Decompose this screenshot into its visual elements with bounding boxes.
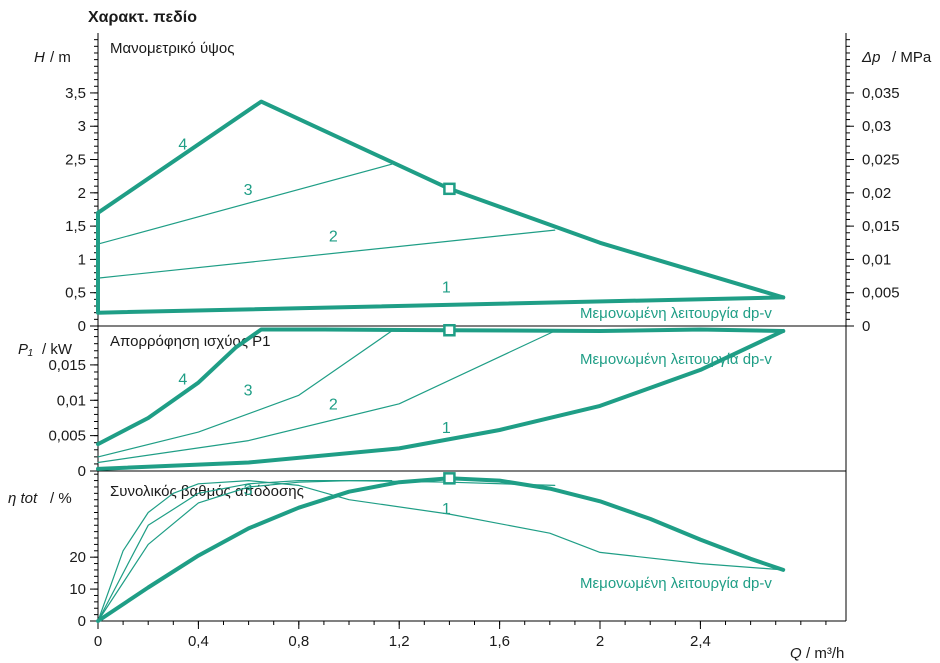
power-panel: Απορρόφηση ισχύος P1 P₁ / kW Μεμονωμένη … [18,333,772,368]
y-tick-label: 1,5 [65,218,86,235]
y2-tick-label: 0,035 [862,85,900,102]
y-tick-label: 10 [69,581,86,598]
efficiency-panel: Συνολικός βαθμός απόδοσης η tot / % Μεμο… [8,483,772,592]
y2-tick-label: 0,025 [862,152,900,169]
y-tick-label: 0,01 [57,392,86,409]
y-tick-label: 0 [78,318,86,335]
y2-tick-label: 0,005 [862,285,900,302]
efficiency-axis-symbol: η tot [8,490,38,507]
pressure-axis-unit: / MPa [892,49,932,66]
y-tick-label: 1 [78,251,86,268]
series-line-2 [97,229,556,279]
series-label: 3 [244,182,253,199]
efficiency-mode-label: Μεμονωμένη λειτουργία dp-v [580,575,772,592]
series-label: 3 [244,382,253,399]
y2-tick-label: 0,015 [862,218,900,235]
series-label: 1 [442,501,451,518]
x-tick-label: 0,8 [288,633,309,650]
power-panel-title: Απορρόφηση ισχύος P1 [110,333,270,350]
operating-point-marker [443,182,456,196]
head-panel-title: Μανομετρικό ύψος [110,40,234,57]
y-tick-label: 2,5 [65,152,86,169]
series-label: 4 [178,372,187,389]
head-mode-label: Μεμονωμένη λειτουργία dp-v [580,305,772,322]
x-tick-label: 2,4 [690,633,711,650]
series-line-3 [97,480,393,622]
series-line-4 [96,327,786,447]
page-title: Χαρακτ. πεδίο [88,9,197,26]
series-label: 2 [329,396,338,413]
y-tick-label: 20 [69,549,86,566]
power-mode-label: Μεμονωμένη λειτουργία dp-v [580,351,772,368]
y2-tick-label: 0 [862,318,870,335]
series-line-1 [96,295,786,315]
series-label: 3 [244,482,253,499]
x-tick-label: 2 [596,633,604,650]
y2-tick-label: 0,02 [862,185,891,202]
operating-point-marker [443,323,456,337]
y-tick-label: 0,015 [48,357,86,374]
x-tick-label: 0,4 [188,633,209,650]
power-axis-symbol: P₁ [18,341,33,358]
series-label: 1 [442,420,451,437]
head-axis-unit: / m [50,49,71,66]
y2-tick-label: 0,03 [862,118,891,135]
series-label: 1 [442,280,451,297]
y-tick-label: 0,005 [48,428,86,445]
x-tick-label: 1,6 [489,633,510,650]
y-tick-label: 0 [78,613,86,630]
head-axis-symbol: H [34,49,45,66]
series-line-3 [97,330,393,458]
operating-point-marker [443,472,456,485]
series-line-4 [96,99,786,300]
chart-marks: 0 0,4 0,8 1,2 1,6 2 2,4 0 0,5 1 1,5 2 2,5 3 3,5 0 0,005 0… [48,33,900,650]
y-tick-label: 3 [78,118,86,135]
efficiency-axis-unit: / % [50,490,72,507]
y-tick-label: 0 [78,463,86,480]
y-tick-label: 0,5 [65,285,86,302]
series-line-2 [97,330,556,464]
series-line-1 [96,329,786,471]
y-tick-label: 3,5 [65,85,86,102]
flow-axis-symbol: Q [790,645,802,662]
head-panel: Μανομετρικό ύψος H / m Δp / MPa Μεμονωμέ… [34,40,932,322]
series-line-1 [97,480,784,622]
x-tick-label: 0 [94,633,102,650]
x-tick-label: 1,2 [389,633,410,650]
series-label: 4 [178,137,187,154]
power-axis-unit: / kW [42,341,73,358]
pressure-axis-symbol: Δp [861,49,880,66]
y-tick-label: 2 [78,185,86,202]
flow-axis-unit: / m³/h [806,645,844,662]
series-line-3 [97,163,393,245]
series-line-2 [97,480,556,622]
y2-tick-label: 0,01 [862,251,891,268]
series-label: 2 [329,228,338,245]
